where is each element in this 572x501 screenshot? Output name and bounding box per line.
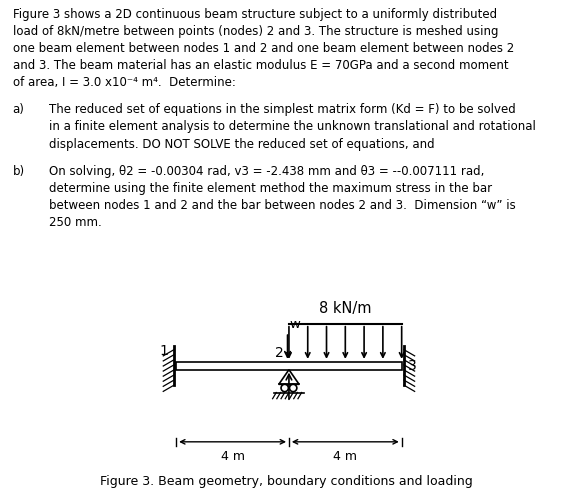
Text: displacements. DO NOT SOLVE the reduced set of equations, and: displacements. DO NOT SOLVE the reduced … [49, 138, 434, 151]
Text: determine using the finite element method the maximum stress in the bar: determine using the finite element metho… [49, 182, 492, 195]
Polygon shape [279, 370, 299, 384]
Text: 3: 3 [408, 359, 416, 373]
Text: On solving, θ2 = -0.00304 rad, v3 = -2.438 mm and θ3 = --0.007111 rad,: On solving, θ2 = -0.00304 rad, v3 = -2.4… [49, 165, 484, 178]
Text: between nodes 1 and 2 and the bar between nodes 2 and 3.  Dimension “w” is: between nodes 1 and 2 and the bar betwee… [49, 199, 515, 212]
Text: w: w [290, 318, 301, 331]
Text: Figure 3 shows a 2D continuous beam structure subject to a uniformly distributed: Figure 3 shows a 2D continuous beam stru… [13, 8, 496, 21]
Text: of area, I = 3.0 x10⁻⁴ m⁴.  Determine:: of area, I = 3.0 x10⁻⁴ m⁴. Determine: [13, 76, 236, 89]
Text: 250 mm.: 250 mm. [49, 216, 101, 229]
Text: in a finite element analysis to determine the unknown translational and rotation: in a finite element analysis to determin… [49, 121, 535, 133]
Text: a): a) [13, 103, 25, 116]
Text: and 3. The beam material has an elastic modulus E = 70GPa and a second moment: and 3. The beam material has an elastic … [13, 59, 508, 72]
Text: b): b) [13, 165, 25, 178]
Text: The reduced set of equations in the simplest matrix form (Kd = F) to be solved: The reduced set of equations in the simp… [49, 103, 515, 116]
Text: 2: 2 [275, 346, 284, 360]
Text: one beam element between nodes 1 and 2 and one beam element between nodes 2: one beam element between nodes 1 and 2 a… [13, 42, 514, 55]
Text: 1: 1 [159, 344, 168, 358]
Circle shape [289, 384, 297, 392]
Text: Figure 3. Beam geometry, boundary conditions and loading: Figure 3. Beam geometry, boundary condit… [100, 475, 472, 488]
Text: load of 8kN/metre between points (nodes) 2 and 3. The structure is meshed using: load of 8kN/metre between points (nodes)… [13, 25, 498, 38]
Bar [176, 362, 402, 370]
Text: 4 m: 4 m [333, 450, 358, 463]
Text: 4 m: 4 m [221, 450, 245, 463]
Circle shape [281, 384, 288, 392]
Text: 8 kN/m: 8 kN/m [319, 301, 372, 316]
